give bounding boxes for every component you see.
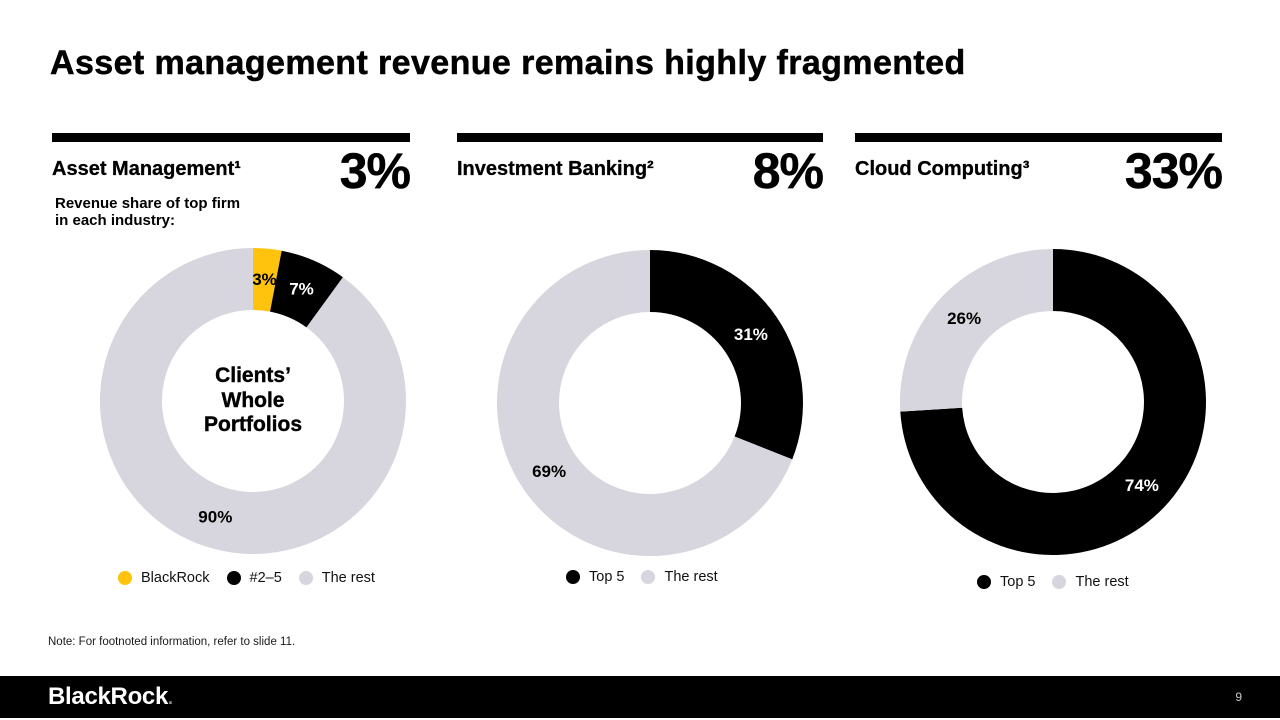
- legend-item-blackrock: BlackRock: [118, 570, 210, 586]
- donut-slice-the-rest: [899, 249, 1053, 412]
- donut-slice-top-5: [900, 249, 1206, 555]
- panel-title: Asset Management¹: [52, 158, 241, 180]
- legend-asset-management: BlackRock #2–5 The rest: [118, 570, 375, 586]
- logo-period: .: [168, 688, 173, 708]
- panel-cloud-computing: Cloud Computing³ 33%: [855, 133, 1224, 199]
- donut-chart-cloud-computing: 74% 26%: [898, 247, 1208, 557]
- donut-svg: 31% 69%: [497, 250, 804, 556]
- panel-subtitle: Revenue share of top firm in each indust…: [55, 195, 241, 229]
- legend-item-the-rest: The rest: [298, 570, 375, 586]
- donut-slice-top-5: [650, 250, 804, 460]
- legend-cloud-computing: Top 5 The rest: [977, 574, 1129, 590]
- footer-bar: BlackRock. 9: [0, 676, 1280, 718]
- panel-big-value: 33%: [1124, 143, 1224, 199]
- slice-value-label: 74%: [1125, 476, 1159, 495]
- donut-chart-investment-banking: 31% 69%: [495, 248, 805, 558]
- panel-header: Cloud Computing³ 33%: [855, 143, 1224, 199]
- legend-item-the-rest: The rest: [641, 569, 718, 585]
- donut-svg: 3% 7% 90%: [99, 248, 406, 554]
- page-number: 9: [1235, 690, 1242, 704]
- panel-big-value: 3%: [339, 143, 411, 199]
- panel-top-rule: [855, 133, 1222, 142]
- donut-chart-asset-management: 3% 7% 90% Clients’ Whole Portfolios: [98, 246, 408, 556]
- legend-item-top-5: Top 5: [566, 569, 624, 585]
- legend-label: BlackRock: [141, 570, 210, 586]
- legend-item-2-5: #2–5: [226, 570, 282, 586]
- panel-title: Cloud Computing³: [855, 158, 1030, 180]
- slice-value-label: 31%: [734, 325, 768, 344]
- panel-big-value: 8%: [752, 143, 824, 199]
- donut-svg: 74% 26%: [899, 249, 1206, 555]
- legend-swatch-icon: [977, 575, 991, 589]
- legend-swatch-icon: [226, 571, 241, 585]
- legend-label: The rest: [1075, 574, 1129, 590]
- donut-slice-blackrock: [253, 248, 282, 312]
- legend-investment-banking: Top 5 The rest: [566, 569, 718, 585]
- panel-header: Asset Management¹ 3%: [52, 143, 411, 199]
- slice-value-label: 3%: [252, 270, 277, 289]
- slice-value-label: 69%: [532, 462, 566, 481]
- slice-value-label: 26%: [947, 309, 981, 328]
- legend-swatch-icon: [641, 570, 656, 584]
- legend-label: Top 5: [1000, 574, 1036, 590]
- legend-swatch-icon: [1052, 575, 1067, 589]
- donut-slice-the-rest: [99, 248, 406, 554]
- legend-swatch-icon: [566, 570, 580, 584]
- legend-item-the-rest: The rest: [1052, 574, 1129, 590]
- panel-header: Investment Banking² 8%: [457, 143, 824, 199]
- legend-item-top-5: Top 5: [977, 574, 1035, 590]
- panel-title: Investment Banking²: [457, 158, 654, 180]
- donut-slice-2-5: [270, 250, 343, 328]
- blackrock-logo: BlackRock.: [48, 683, 173, 711]
- panel-top-rule: [52, 133, 410, 142]
- legend-label: #2–5: [249, 570, 282, 586]
- legend-swatch-icon: [118, 571, 132, 585]
- donut-slice-the-rest: [497, 250, 793, 556]
- legend-label: The rest: [321, 570, 375, 586]
- slice-value-label: 7%: [289, 280, 314, 299]
- slide-title: Asset management revenue remains highly …: [50, 44, 966, 83]
- panel-asset-management: Asset Management¹ 3% Revenue share of to…: [52, 133, 411, 228]
- panel-investment-banking: Investment Banking² 8%: [457, 133, 824, 199]
- legend-label: The rest: [664, 569, 718, 585]
- panel-top-rule: [457, 133, 823, 142]
- legend-swatch-icon: [298, 571, 313, 585]
- logo-text: BlackRock: [48, 683, 169, 710]
- legend-label: Top 5: [589, 569, 625, 585]
- footnote: Note: For footnoted information, refer t…: [48, 636, 296, 648]
- slice-value-label: 90%: [198, 508, 232, 527]
